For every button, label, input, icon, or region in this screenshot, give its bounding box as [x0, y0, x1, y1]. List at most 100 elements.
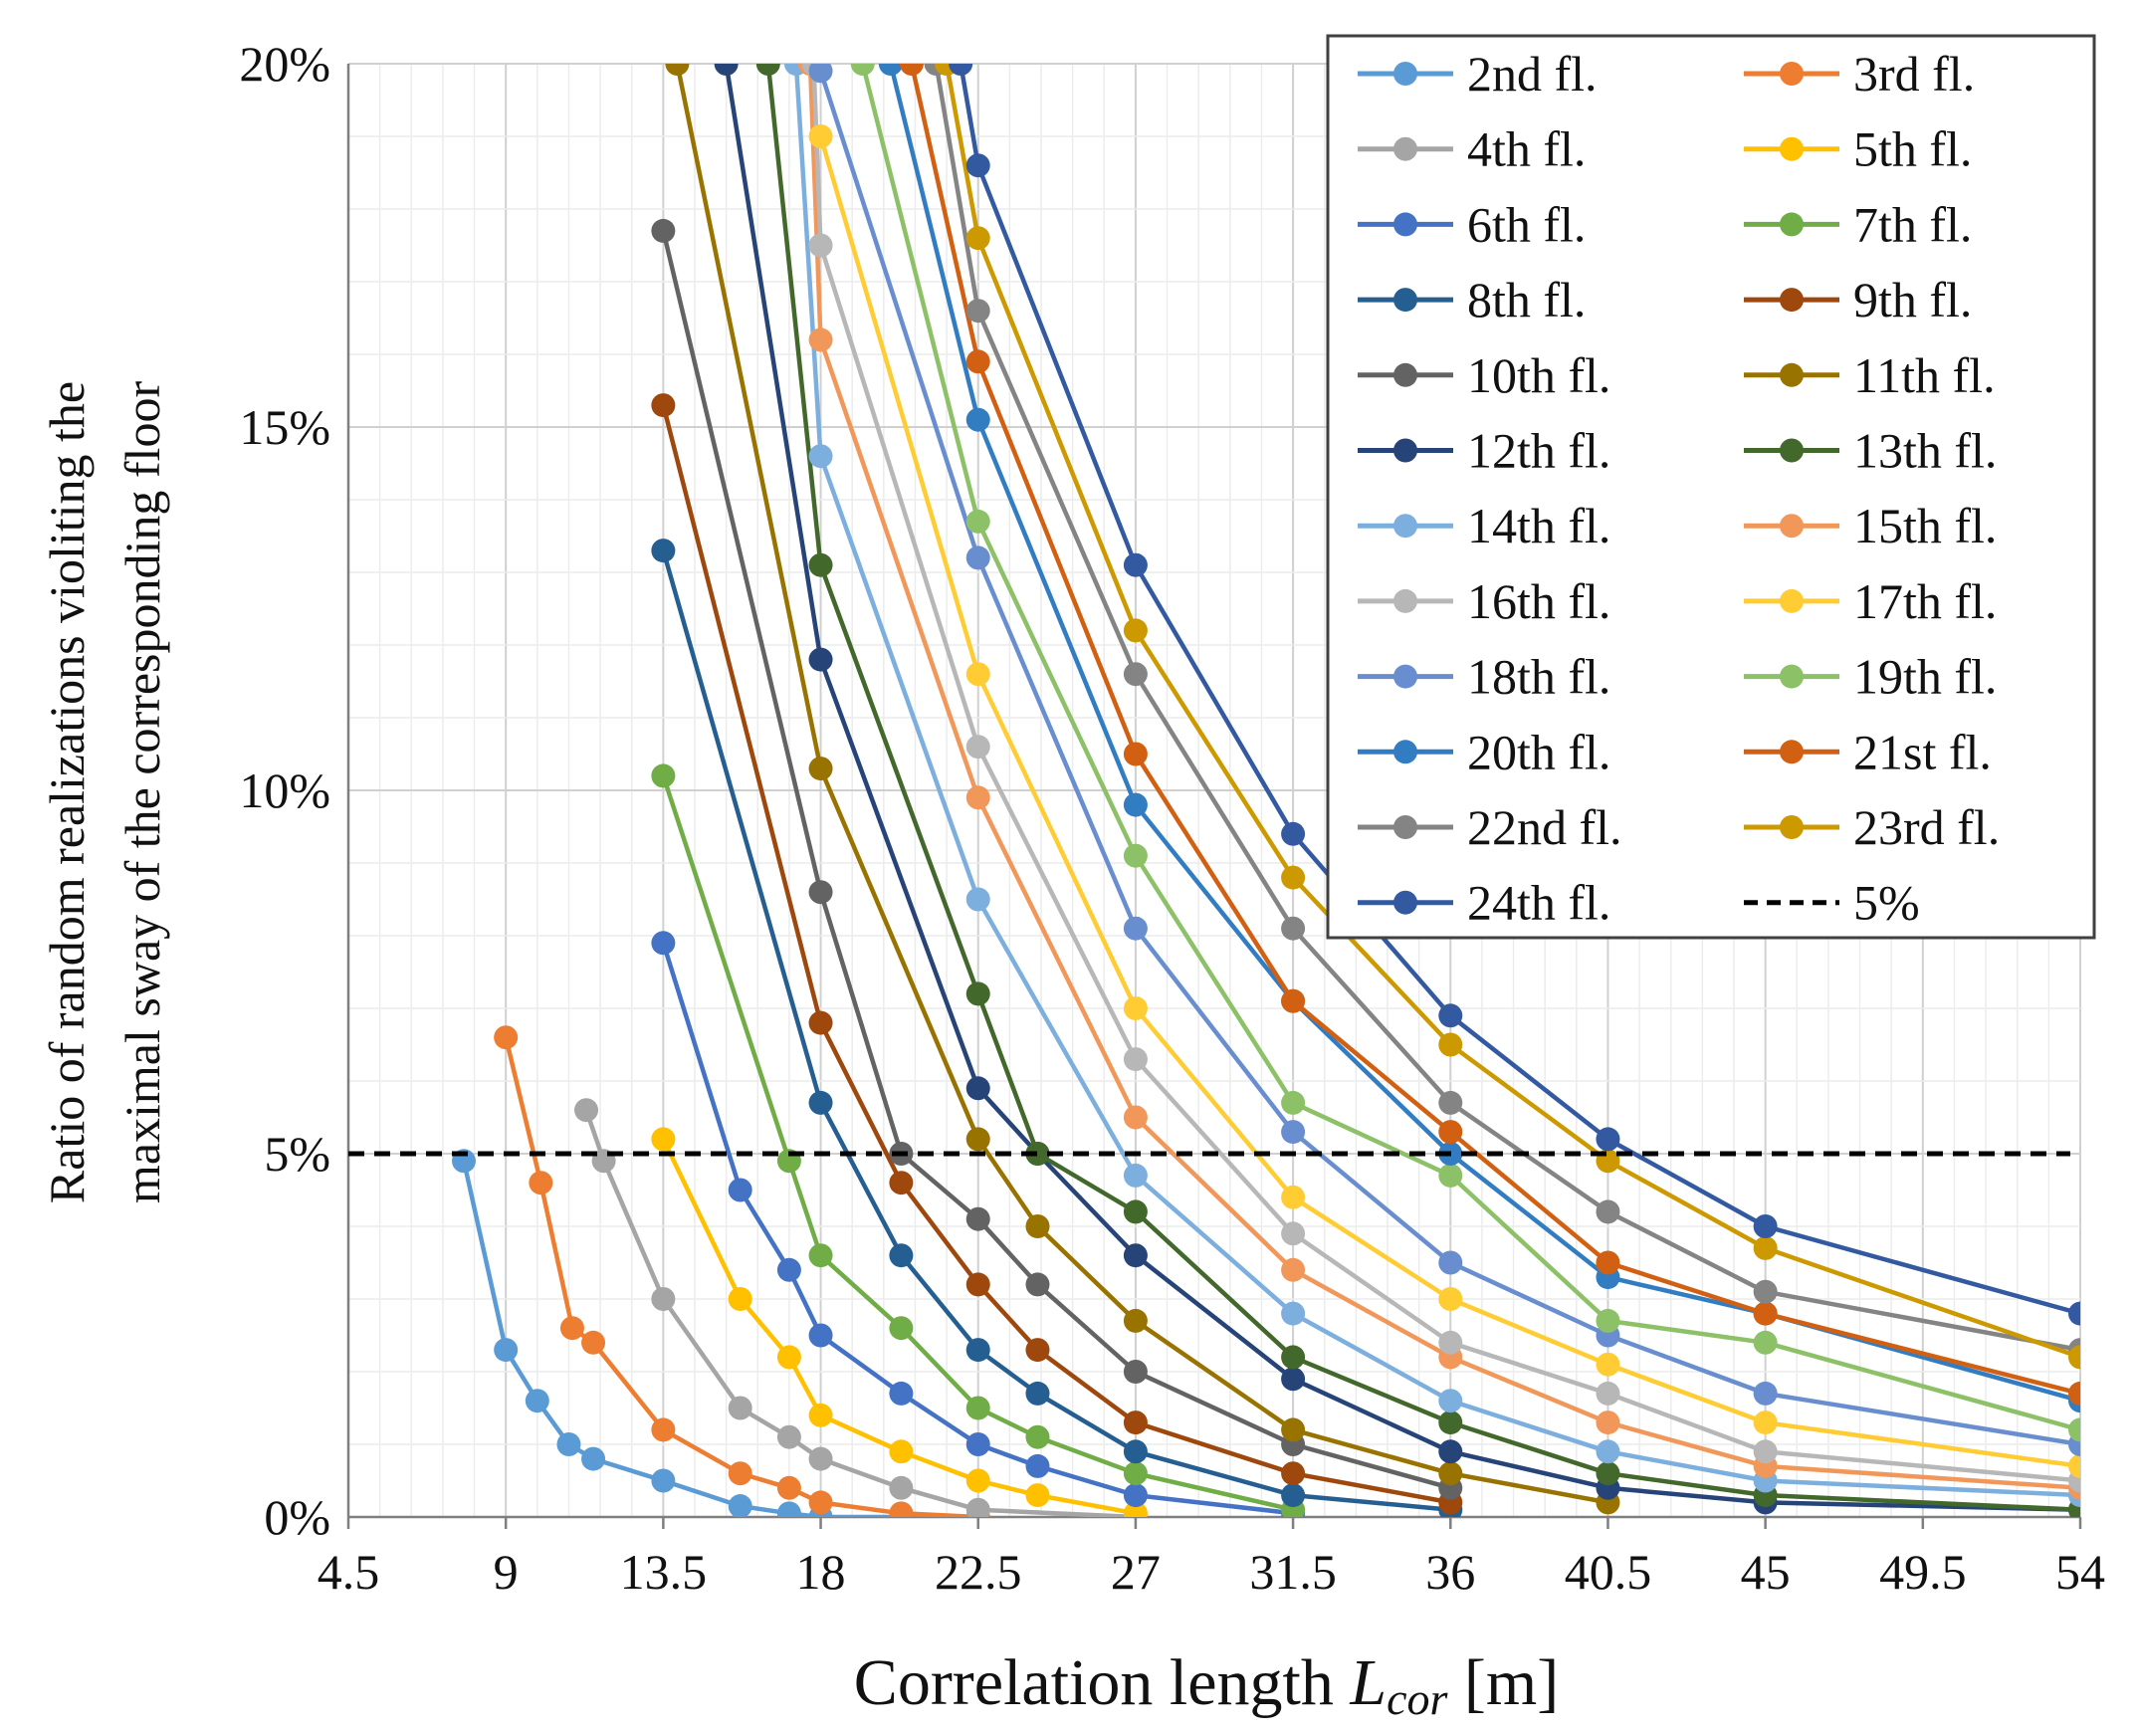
- y-tick-label: 20%: [239, 36, 330, 92]
- legend-swatch-marker: [1393, 815, 1417, 839]
- legend-label: 8th fl.: [1467, 272, 1586, 327]
- legend-label: 19th fl.: [1853, 649, 1997, 705]
- data-point: [1123, 742, 1148, 766]
- gridlines: [347, 63, 2081, 1518]
- x-tick-label: 40.5: [1565, 1544, 1652, 1600]
- legend-swatch-marker: [1393, 362, 1417, 387]
- data-point: [1596, 1308, 1620, 1333]
- data-point: [494, 1025, 519, 1050]
- series-line: [724, 64, 2080, 1512]
- data-point: [1025, 1381, 1050, 1406]
- data-point: [651, 931, 676, 956]
- data-point: [1438, 1120, 1463, 1145]
- series-line: [934, 64, 2080, 1353]
- legend-item: 10th fl.: [1358, 347, 1610, 403]
- data-point: [889, 1243, 914, 1268]
- series-16: [808, 124, 2080, 1478]
- tick-labels: 4.5 9 13.5 18 22.5 27 31.5 36 40.5 45 49.5 54 0% 5% 10…: [239, 36, 2105, 1600]
- data-point: [965, 407, 990, 432]
- data-point: [808, 1446, 833, 1471]
- legend-label: 23rd fl.: [1853, 799, 2000, 855]
- data-point: [651, 393, 676, 418]
- data-point: [1438, 1330, 1463, 1355]
- data-point: [965, 545, 990, 570]
- legend-label: 7th fl.: [1853, 196, 1972, 252]
- legend-item: 9th fl.: [1744, 272, 1972, 327]
- data-point: [889, 1381, 914, 1406]
- legend-label: 11th fl.: [1853, 347, 1996, 403]
- legend-swatch-marker: [1393, 62, 1417, 86]
- data-point: [1596, 1381, 1620, 1406]
- data-point: [1281, 1461, 1306, 1486]
- legend-swatch-marker: [1780, 62, 1804, 86]
- x-tick-label: 45: [1741, 1544, 1791, 1600]
- legend-item: 22nd fl.: [1358, 799, 1622, 855]
- data-point: [889, 1501, 914, 1517]
- data-point: [1281, 988, 1306, 1013]
- data-point: [899, 64, 924, 76]
- data-point: [651, 763, 676, 788]
- legend-item: 19th fl.: [1744, 649, 1997, 705]
- data-point: [965, 785, 990, 810]
- legend-item: 14th fl.: [1358, 498, 1610, 553]
- data-point: [965, 662, 990, 687]
- data-point: [755, 64, 780, 76]
- data-point: [1753, 1214, 1778, 1238]
- data-point: [1123, 552, 1148, 577]
- series-layer: [452, 64, 2080, 1517]
- data-point: [1438, 1439, 1463, 1464]
- legend-swatch-marker: [1780, 815, 1804, 839]
- data-point: [559, 1316, 584, 1341]
- data-point: [1025, 1424, 1050, 1449]
- legend-box: [1326, 34, 2096, 940]
- data-point: [1123, 916, 1148, 941]
- data-point: [1281, 1301, 1306, 1326]
- legend-item: 5%: [1744, 875, 1920, 931]
- data-point: [949, 64, 973, 76]
- legend-item: 13th fl.: [1744, 423, 1997, 479]
- data-point: [1123, 1163, 1148, 1188]
- legend-swatch-marker: [1393, 740, 1417, 764]
- legend-item: 5th fl.: [1744, 121, 1972, 177]
- series-3: [574, 1098, 1148, 1517]
- data-point: [808, 1490, 833, 1515]
- legend-swatch-marker: [1780, 212, 1804, 237]
- data-point: [728, 1396, 752, 1420]
- y-tick-label: 10%: [239, 762, 330, 818]
- legend-item: 21st fl.: [1744, 724, 1992, 779]
- data-point: [1123, 1047, 1148, 1072]
- legend-item: 11th fl.: [1744, 347, 1996, 403]
- x-axis-label-sub: cor: [1387, 1673, 1448, 1724]
- data-point: [1753, 1381, 1778, 1406]
- data-point: [965, 1127, 990, 1152]
- data-point: [850, 64, 875, 76]
- series-21: [924, 64, 2080, 1363]
- data-point: [1123, 843, 1148, 868]
- data-point: [1281, 821, 1306, 846]
- data-point: [965, 981, 990, 1006]
- data-point: [1753, 1439, 1778, 1464]
- data-point: [965, 509, 990, 534]
- data-point: [1438, 1389, 1463, 1413]
- data-point: [1123, 1410, 1148, 1435]
- data-point: [1123, 1483, 1148, 1508]
- axes: [346, 64, 2082, 1529]
- legend-label: 14th fl.: [1467, 498, 1610, 553]
- data-point: [728, 1178, 752, 1202]
- data-point: [2068, 1381, 2080, 1406]
- data-point: [965, 1076, 990, 1101]
- legend-swatch-marker: [1393, 438, 1417, 463]
- data-point: [2068, 1453, 2080, 1478]
- legend-label: 22nd fl.: [1467, 799, 1622, 855]
- data-point: [808, 233, 833, 258]
- series-line: [661, 774, 1294, 1512]
- legend-label: 16th fl.: [1467, 573, 1610, 629]
- series-line: [818, 70, 2080, 1447]
- data-point: [889, 1475, 914, 1500]
- data-point: [1753, 1279, 1778, 1304]
- legend-swatch-marker: [1780, 514, 1804, 539]
- data-point: [1281, 1221, 1306, 1246]
- data-point: [965, 1338, 990, 1363]
- data-point: [1753, 1301, 1778, 1326]
- data-point: [965, 1432, 990, 1456]
